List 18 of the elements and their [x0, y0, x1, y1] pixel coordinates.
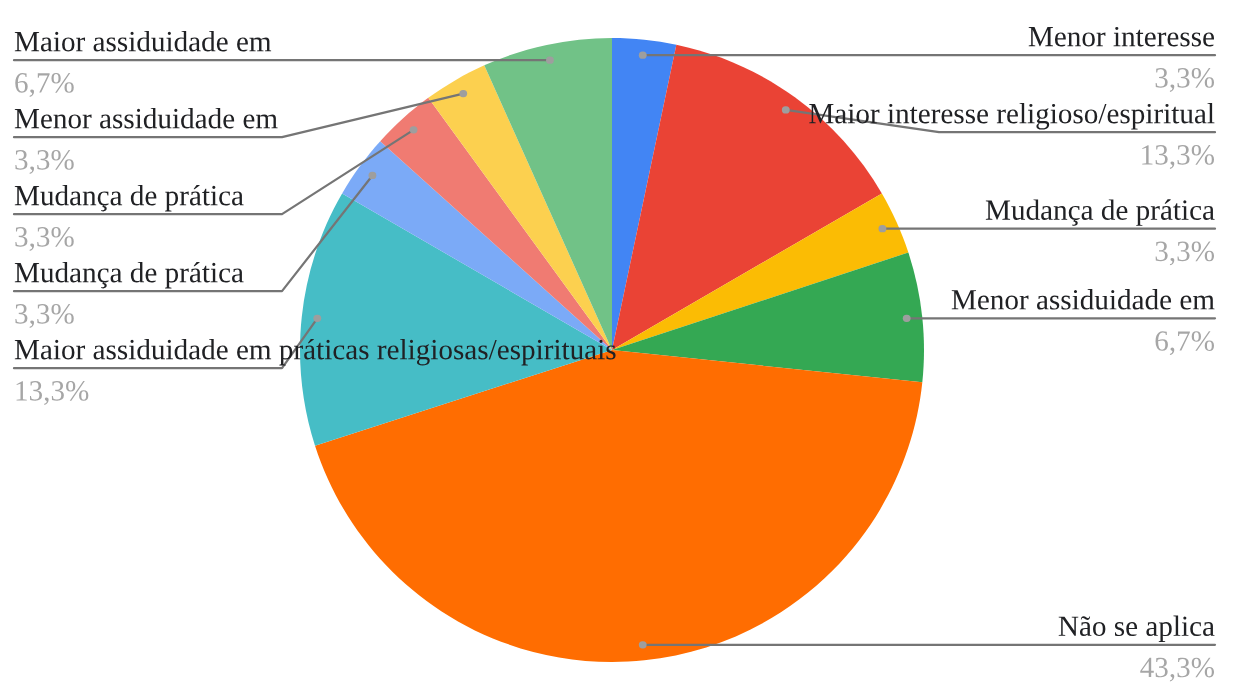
data-label: 3,3%	[15, 150, 74, 174]
slice-label: Menor assiduidade em	[951, 289, 1215, 310]
slice-label: Mudança de prática	[14, 261, 244, 289]
data-label: 13,3%	[1142, 145, 1215, 169]
data-label: 6,7%	[1155, 331, 1215, 356]
slice-label: Menor interesse	[1028, 26, 1214, 47]
data-label: 43,3%	[1140, 657, 1215, 682]
data-label: 3,3%	[15, 227, 74, 251]
slice-label: Mudança de prática	[985, 199, 1215, 226]
data-label: 6,7%	[15, 73, 74, 97]
slice-label: Não se aplica	[1058, 615, 1215, 643]
data-label: 3,3%	[15, 304, 74, 328]
data-label: 3,3%	[1155, 68, 1215, 92]
slice-label: Menor assiduidade em	[14, 107, 278, 129]
slice-label: Mudança de prática	[14, 184, 244, 212]
data-label: 13,3%	[16, 381, 89, 405]
data-label: 3,3%	[1155, 241, 1215, 266]
slice-label: Maior assiduidade em	[14, 30, 272, 52]
